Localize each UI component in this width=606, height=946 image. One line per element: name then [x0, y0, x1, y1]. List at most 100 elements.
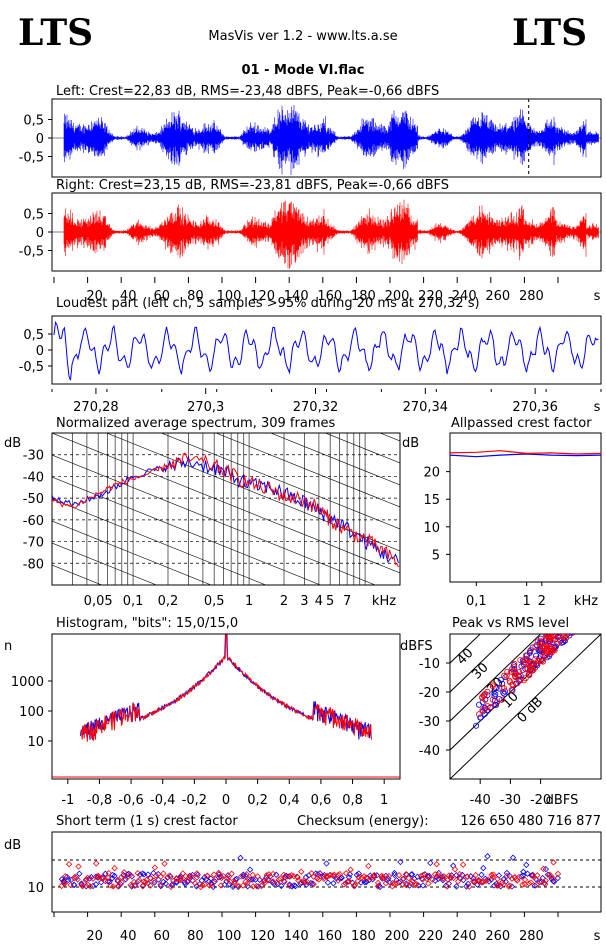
short-crest-point-left: [324, 879, 332, 886]
peak-rms-point-left: [533, 652, 540, 659]
histogram-frame: [51, 633, 401, 780]
short-crest-point-right: [89, 875, 97, 882]
allpassed-frame: [449, 432, 602, 583]
peak-rms-crest-line: [450, 634, 481, 664]
peak-rms-point-right: [498, 696, 505, 703]
right-waveform-xtick-label: 40: [120, 289, 137, 304]
loudest-x-unit: s: [594, 400, 601, 415]
spectrum-ytick-label: -40: [23, 470, 44, 485]
short-crest-point-right: [365, 862, 372, 870]
spectrum-slope-line: [52, 520, 212, 585]
spectrum-series-right: [51, 452, 399, 568]
short-crest-point-right: [451, 866, 459, 873]
short-crest-point-right: [87, 883, 94, 890]
short-crest-point-left: [323, 860, 330, 867]
short-crest-point-right: [425, 880, 432, 887]
short-crest-point-left: [523, 861, 530, 869]
peak-rms-point-right: [504, 668, 511, 675]
peak-rms-point-right: [521, 657, 528, 664]
histogram-xtick-label: 0,6: [311, 793, 332, 808]
spectrum-xtick-label: 5: [326, 594, 334, 609]
short-crest-point-right: [367, 874, 375, 882]
short-crest-point-right: [157, 881, 164, 888]
right-waveform-xtick-label: 100: [217, 289, 242, 304]
short-crest-point-right: [139, 883, 146, 890]
short-crest-point-right: [503, 872, 511, 880]
short-crest-ytick-label: 10: [27, 881, 44, 896]
short-crest-point-left: [144, 871, 152, 878]
spectrum-slope-line: [160, 433, 400, 530]
histogram-ytick-label: 10: [27, 735, 44, 750]
short-crest-point-right: [114, 883, 122, 890]
short-crest-point-left: [484, 853, 491, 860]
peak-rms-xtick-label: -30: [500, 793, 521, 808]
short-crest-point-left: [408, 871, 416, 878]
right-waveform-xtick-label: 240: [452, 289, 477, 304]
right-waveform-ytick-label: 0: [36, 226, 44, 241]
peak-rms-point-right: [527, 647, 534, 654]
short-crest-point-right: [191, 880, 199, 887]
short-crest-point-left: [355, 870, 362, 877]
checksum-label: Checksum (energy):: [297, 814, 429, 829]
short-crest-point-right: [193, 870, 201, 877]
short-crest-point-right: [419, 871, 427, 879]
peak-rms-point-right: [568, 618, 573, 623]
short-crest-point-left: [470, 875, 477, 882]
peak-rms-point-right: [527, 667, 534, 674]
short-crest-point-right: [294, 874, 301, 881]
short-crest-point-left: [290, 882, 298, 889]
short-crest-point-right: [290, 873, 298, 880]
short-crest-point-right: [403, 882, 410, 889]
short-crest-point-right: [201, 881, 208, 888]
right-waveform-xtick-label: 20: [86, 289, 103, 304]
peak-rms-point-right: [481, 706, 488, 713]
loudest-xtick-label: 270,3: [187, 400, 224, 415]
spectrum-ytick-label: -60: [23, 514, 44, 529]
histogram-ytick-label: 100: [19, 705, 44, 720]
short-crest-point-left: [181, 879, 188, 886]
peak-rms-point-right: [572, 613, 577, 618]
short-crest-point-right: [424, 872, 431, 879]
short-crest-point-left: [273, 871, 280, 878]
peak-rms-point-right: [522, 660, 529, 667]
short-crest-point-left: [421, 871, 429, 878]
peak-rms-point-right: [572, 617, 577, 622]
peak-rms-point-left: [568, 634, 575, 636]
short-crest-point-right: [464, 873, 471, 880]
allpassed-x-unit: kHz: [574, 594, 598, 609]
short-crest-point-right: [244, 880, 251, 887]
allpassed-series-right: [449, 450, 602, 455]
short-crest-point-right: [445, 872, 453, 879]
peak-rms-point-right: [489, 681, 496, 688]
peak-rms-point-right: [528, 664, 535, 671]
short-crest-point-right: [409, 877, 416, 885]
short-crest-point-left: [78, 880, 85, 887]
short-crest-point-left: [414, 873, 421, 880]
short-crest-point-left: [292, 882, 299, 890]
short-crest-point-left: [445, 880, 452, 887]
short-crest-point-right: [470, 879, 478, 886]
short-crest-point-right: [131, 882, 138, 889]
short-crest-point-right: [393, 880, 401, 887]
short-crest-point-left: [233, 875, 240, 883]
short-crest-point-right: [295, 877, 302, 884]
peak-rms-point-left: [492, 691, 499, 698]
short-crest-point-right: [342, 870, 350, 877]
short-crest-point-right: [261, 879, 269, 886]
short-crest-point-right: [484, 876, 492, 883]
short-crest-point-left: [478, 871, 485, 878]
short-crest-point-right: [472, 871, 479, 879]
short-crest-point-right: [127, 871, 134, 878]
short-crest-point-right: [260, 877, 267, 884]
short-crest-xtick-label: 160: [317, 929, 342, 944]
histogram-xtick-label: 0,2: [247, 793, 268, 808]
short-crest-point-right: [118, 879, 125, 886]
short-crest-point-right: [114, 876, 121, 884]
short-crest-point-right: [61, 880, 69, 887]
peak-rms-point-right: [571, 634, 577, 636]
right-waveform-xtick-label: 280: [519, 289, 544, 304]
short-crest-point-left: [104, 878, 112, 885]
short-crest-point-right: [204, 872, 211, 879]
short-crest-point-right: [371, 871, 378, 879]
short-crest-point-left: [373, 872, 381, 879]
